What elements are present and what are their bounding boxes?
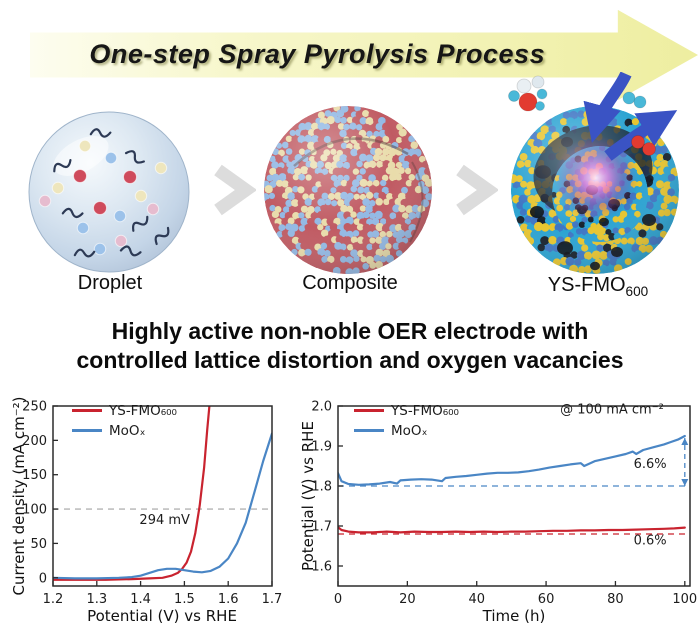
legend-line-swatch <box>72 409 102 412</box>
oxygen-molecule-icon <box>622 91 636 105</box>
legend-line-swatch <box>72 429 102 432</box>
legend-label: MoOₓ <box>109 422 146 439</box>
lsv-x-axis-label: Potential (V) vs RHE <box>87 607 237 625</box>
step-label-droplet: Droplet <box>77 272 143 294</box>
y-tick-label: 0 <box>39 571 47 586</box>
lsv-y-axis-label: Current density (mA cm⁻²) <box>10 396 28 596</box>
y-tick-label: 1.7 <box>311 520 332 535</box>
molecule-icon <box>518 92 538 112</box>
legend-label: MoOₓ <box>391 422 428 439</box>
y-tick-label: 2.0 <box>311 400 332 415</box>
x-tick-label: 100 <box>672 592 697 607</box>
stability-chart: 0 20 40 60 80 100 1.6 1.7 1.8 1.9 2.0 @ 100 mA cm⁻²… <box>298 386 700 636</box>
chart-annotation: 0.6% <box>634 533 667 548</box>
gas-in-arrow <box>583 71 632 143</box>
banner-title: One-step Spray Pyrolysis Process <box>89 39 546 70</box>
headline-line-1: Highly active non-noble OER electrode wi… <box>111 318 589 344</box>
x-tick-label: 0 <box>334 592 342 607</box>
series-line-MoOx <box>338 434 686 486</box>
y-tick-label: 1.6 <box>311 560 332 575</box>
legend-line-swatch <box>354 429 384 432</box>
x-tick-label: 80 <box>607 592 624 607</box>
series-line-YS-FMO600 <box>53 406 211 581</box>
legend-line-swatch <box>354 409 384 412</box>
lsv-plot-canvas: 1.2 1.3 1.4 1.5 1.6 1.7 0 50 100 150 200 250 294 mV <box>22 400 283 608</box>
oxygen-molecule-icon <box>642 142 656 156</box>
stability-y-axis-label: Potential (V) vs RHE <box>299 421 317 571</box>
yolk-shell-sphere <box>498 71 698 276</box>
droplet-sphere <box>23 106 195 278</box>
droplet-illustration <box>28 111 190 273</box>
yolk-shell-illustration <box>508 71 679 274</box>
molecule-icon <box>531 75 545 89</box>
legend-label: YS-FMO₆₀₀ <box>109 402 177 419</box>
x-tick-label: 60 <box>538 592 555 607</box>
stability-legend: YS-FMO₆₀₀ MoOₓ <box>354 402 459 439</box>
chart-annotation: @ 100 mA cm⁻² <box>560 403 664 418</box>
plot-border <box>337 405 691 587</box>
legend-item: YS-FMO₆₀₀ <box>354 402 459 419</box>
x-tick-label: 1.3 <box>86 592 107 607</box>
oxygen-molecule-icon <box>633 95 647 109</box>
molecule-icon <box>536 88 548 100</box>
y-tick-label: 1.8 <box>311 480 332 495</box>
x-tick-label: 40 <box>468 592 485 607</box>
headline: Highly active non-noble OER electrode wi… <box>0 317 700 376</box>
legend-item: YS-FMO₆₀₀ <box>72 402 177 419</box>
plot-border <box>52 405 273 587</box>
y-tick-label: 200 <box>22 434 47 449</box>
lsv-legend: YS-FMO₆₀₀ MoOₓ <box>72 402 177 439</box>
stability-plot-canvas: 0 20 40 60 80 100 1.6 1.7 1.8 1.9 2.0 @ 100 mA cm⁻²… <box>311 400 697 608</box>
y-tick-label: 250 <box>22 400 47 415</box>
composite-sphere <box>260 104 440 276</box>
x-tick-label: 1.2 <box>43 592 64 607</box>
y-tick-label: 100 <box>22 503 47 518</box>
step-label-composite: Composite <box>302 272 398 294</box>
oxygen-molecule-icon <box>631 135 645 149</box>
arrowhead-up <box>681 438 689 445</box>
molecule-icon <box>508 90 520 102</box>
arrow-chevron-icon <box>208 162 258 218</box>
lsv-chart: 1.2 1.3 1.4 1.5 1.6 1.7 0 50 100 150 200 250 294 mV … <box>4 386 336 636</box>
composite-illustration <box>264 106 432 274</box>
legend-item: MoOₓ <box>354 422 459 439</box>
x-tick-label: 1.7 <box>262 592 283 607</box>
legend-label: YS-FMO₆₀₀ <box>391 402 459 419</box>
arrowhead-down <box>681 479 689 486</box>
y-tick-label: 50 <box>30 537 47 552</box>
x-tick-label: 1.4 <box>130 592 151 607</box>
series-line-YS-FMO600 <box>338 526 686 534</box>
y-tick-label: 150 <box>22 468 47 483</box>
x-tick-label: 20 <box>399 592 416 607</box>
stability-x-axis-label: Time (h) <box>482 607 546 625</box>
step-label-ysfmo: YS-FMO600 <box>547 274 649 299</box>
x-tick-label: 1.6 <box>218 592 239 607</box>
headline-line-2: controlled lattice distortion and oxygen… <box>76 347 624 374</box>
arrow-chevron-icon <box>450 162 500 218</box>
x-tick-label: 1.5 <box>174 592 195 607</box>
chart-annotation: 294 mV <box>139 513 190 528</box>
chart-annotation: 6.6% <box>634 457 667 472</box>
legend-item: MoOₓ <box>72 422 177 439</box>
molecule-icon <box>535 101 545 111</box>
molecule-icon <box>516 78 532 94</box>
y-tick-label: 1.9 <box>311 440 332 455</box>
series-line-MoOx <box>53 432 272 580</box>
